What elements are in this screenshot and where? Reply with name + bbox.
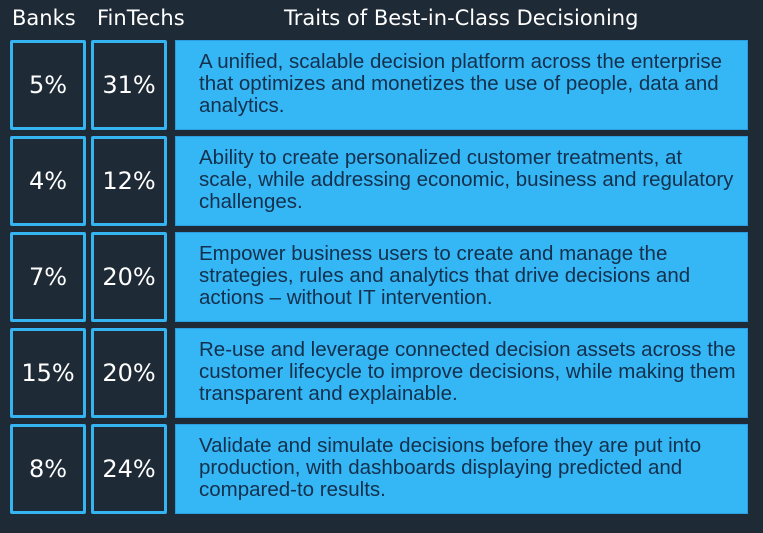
trait-description: Ability to create personalized customer … [175,136,748,226]
trait-row: 4% 12% Ability to create personalized cu… [10,136,748,226]
fintechs-header: FinTechs [97,6,185,30]
trait-row: 8% 24% Validate and simulate decisions b… [10,424,748,514]
fintechs-percent: 20% [91,232,167,322]
banks-percent: 4% [10,136,86,226]
trait-description: Validate and simulate decisions before t… [175,424,748,514]
banks-percent: 5% [10,40,86,130]
banks-percent: 7% [10,232,86,322]
trait-description: Empower business users to create and man… [175,232,748,322]
banks-percent: 8% [10,424,86,514]
banks-percent: 15% [10,328,86,418]
banks-header: Banks [12,6,76,30]
traits-header: Traits of Best-in-Class Decisioning [284,6,639,30]
fintechs-percent: 20% [91,328,167,418]
trait-description: Re-use and leverage connected decision a… [175,328,748,418]
fintechs-percent: 31% [91,40,167,130]
fintechs-percent: 12% [91,136,167,226]
trait-row: 15% 20% Re-use and leverage connected de… [10,328,748,418]
trait-description: A unified, scalable decision platform ac… [175,40,748,130]
trait-row: 5% 31% A unified, scalable decision plat… [10,40,748,130]
trait-row: 7% 20% Empower business users to create … [10,232,748,322]
fintechs-percent: 24% [91,424,167,514]
